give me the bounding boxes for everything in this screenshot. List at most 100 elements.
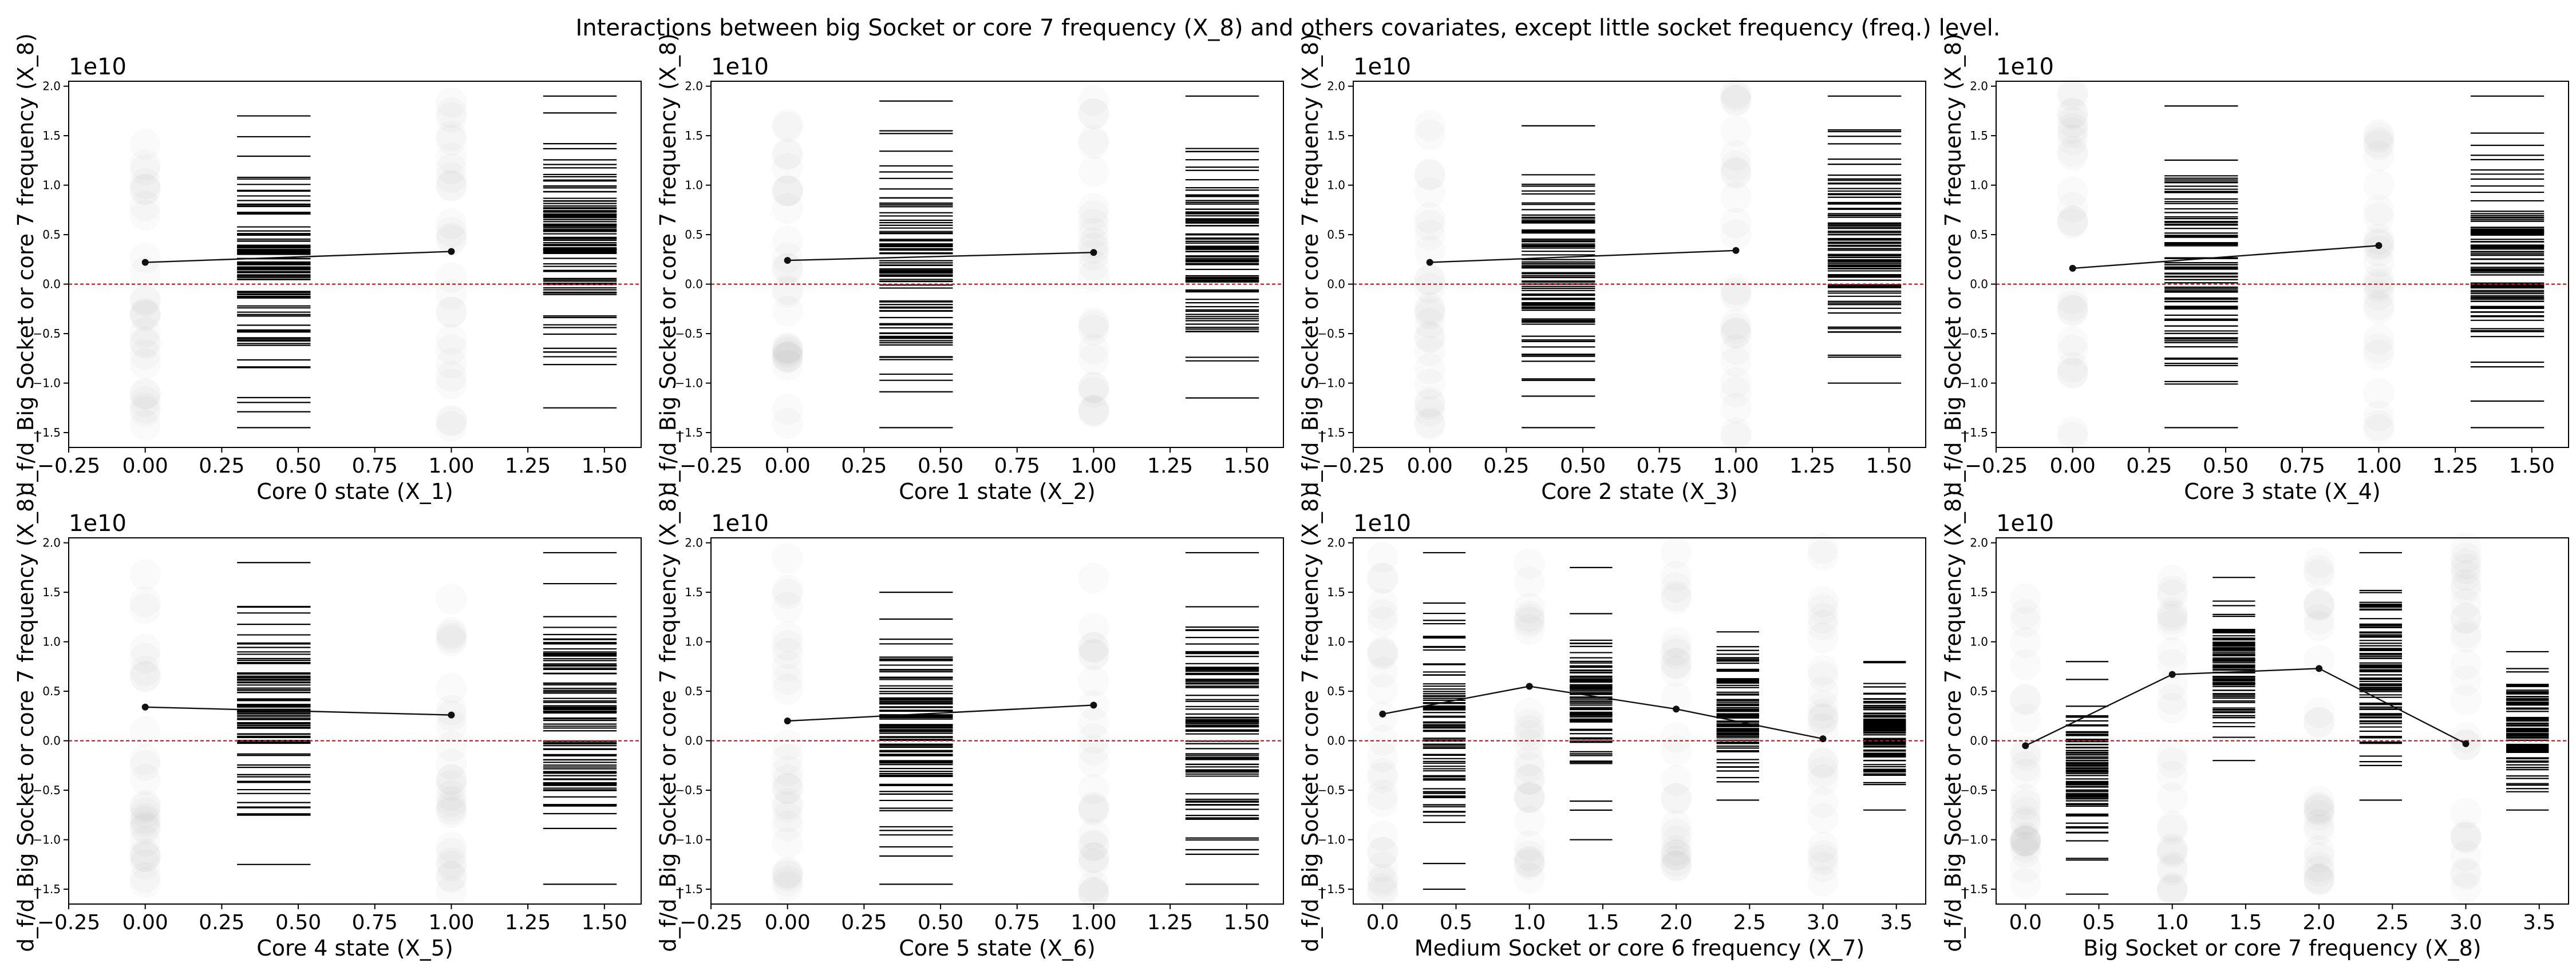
y-axis-label: d_f/d_Big Socket or core 7 frequency (X_… — [1298, 33, 1323, 496]
data-point — [1514, 548, 1545, 579]
data-point — [1661, 584, 1692, 615]
subplot-8: −1.5 −1.0 −0.5 0.0 0.5 1.0 1.5 2.0 0.0 0.5 1.0 1.5 2… — [1941, 490, 2569, 961]
rug-level-1 — [1185, 95, 1259, 399]
data-point — [130, 798, 161, 829]
data-point — [1078, 613, 1109, 644]
x-tick-label: 1.25 — [2432, 454, 2478, 478]
plot-frame — [1353, 81, 1926, 448]
y-tick-label: 0.5 — [42, 228, 61, 241]
x-axis-label: Core 4 state (X_5) — [256, 936, 453, 961]
y-axis-label: d_f/d_Big Socket or core 7 frequency (X_… — [13, 490, 38, 952]
data-point — [1514, 709, 1545, 740]
data-point — [2304, 794, 2334, 825]
x-axis-label: Big Socket or core 7 frequency (X_8) — [2083, 936, 2481, 961]
x-tick-label: 3.0 — [2449, 911, 2482, 934]
data-point — [1078, 315, 1109, 346]
y-tick-label: 1.5 — [1327, 129, 1345, 142]
x-tick-label: 1.25 — [505, 911, 551, 934]
y-tick-label: 1.5 — [42, 585, 61, 599]
data-point — [772, 861, 803, 891]
y-offset-text: 1e10 — [1353, 510, 1411, 537]
y-tick-label: 0.0 — [1327, 278, 1345, 291]
rug-level-0 — [237, 115, 311, 429]
y-tick-label: 2.0 — [1327, 536, 1345, 550]
x-tick-label: 0.00 — [1407, 454, 1453, 478]
data-point — [2363, 333, 2394, 364]
data-point — [1367, 636, 1398, 667]
data-point — [1808, 746, 1839, 777]
x-tick-label: 0.50 — [275, 911, 321, 934]
y-tick-label: −1.5 — [675, 426, 703, 439]
mean-point — [448, 711, 455, 719]
data-point — [130, 643, 161, 673]
y-tick-label: −0.5 — [675, 327, 703, 340]
x-tick-label: 0.75 — [352, 454, 398, 478]
rug-level-2 — [1716, 631, 1759, 801]
subplot-4: −1.5 −1.0 −0.5 0.0 0.5 1.0 1.5 2.0 −0.25 0.00 0.25… — [1941, 33, 2569, 504]
mean-point — [784, 257, 791, 264]
y-offset-text: 1e10 — [1996, 510, 2054, 537]
y-tick-label: 2.0 — [42, 80, 61, 93]
data-point — [2304, 590, 2334, 621]
data-point — [1514, 764, 1545, 795]
x-tick-label: 1.00 — [428, 454, 474, 478]
data-point — [130, 284, 161, 315]
data-point — [130, 716, 161, 747]
y-axis-label: d_f/d_Big Socket or core 7 frequency (X_… — [1298, 490, 1323, 952]
x-tick-label: 0.75 — [1637, 454, 1682, 478]
mean-point — [1379, 710, 1386, 718]
y-axis-label: d_f/d_Big Socket or core 7 frequency (X_… — [655, 490, 681, 952]
y-tick-label: 1.0 — [1327, 635, 1345, 649]
x-tick-label: 2.5 — [1733, 911, 1766, 934]
y-tick-label: −0.5 — [1960, 327, 1988, 340]
mean-point — [1732, 247, 1740, 254]
data-point — [1078, 372, 1109, 403]
rug-level-1 — [1185, 552, 1259, 885]
y-tick-label: 0.0 — [1970, 278, 1988, 291]
mean-point — [1673, 706, 1680, 713]
data-point — [772, 175, 803, 206]
data-point — [1415, 353, 1445, 384]
x-tick-label: 1.5 — [2229, 911, 2262, 934]
figure-title: Interactions between big Socket or core … — [575, 15, 2001, 41]
data-point — [2451, 857, 2482, 888]
data-point — [1808, 803, 1839, 834]
mean-point — [2375, 242, 2383, 249]
x-tick-label: 1.25 — [1789, 454, 1835, 478]
x-tick-label: 0.25 — [199, 454, 244, 478]
data-point — [130, 154, 161, 185]
data-point — [2451, 553, 2482, 584]
y-tick-label: −1.5 — [1960, 426, 1988, 439]
x-tick-label: 1.00 — [1070, 454, 1116, 478]
y-tick-label: −0.5 — [33, 327, 61, 340]
data-point — [436, 171, 467, 201]
data-point — [436, 279, 467, 310]
y-tick-label: 0.5 — [1327, 228, 1345, 241]
data-point — [1720, 116, 1751, 147]
rug-level-2 — [2359, 552, 2402, 801]
data-point — [1367, 599, 1398, 630]
x-tick-label: 1.50 — [2509, 454, 2555, 478]
mean-point — [1426, 259, 1433, 266]
y-tick-label: −0.5 — [33, 783, 61, 797]
x-axis-label: Core 3 state (X_4) — [2184, 479, 2380, 504]
x-tick-label: 1.00 — [1713, 454, 1759, 478]
data-point — [1367, 779, 1398, 810]
rug-level-0 — [2164, 105, 2238, 429]
data-point — [1720, 150, 1751, 181]
plot-frame — [710, 81, 1284, 448]
data-point — [130, 750, 161, 781]
data-point — [2057, 357, 2088, 388]
x-tick-label: 0.75 — [352, 911, 398, 934]
y-tick-label: −1.5 — [1317, 882, 1345, 896]
data-point — [2057, 208, 2088, 239]
x-tick-label: 1.50 — [1224, 454, 1270, 478]
data-point — [436, 334, 467, 365]
data-point — [1661, 826, 1692, 857]
data-point — [130, 826, 161, 857]
x-tick-label: 0.5 — [2083, 911, 2115, 934]
data-point — [1720, 334, 1751, 365]
data-point — [2304, 851, 2334, 882]
